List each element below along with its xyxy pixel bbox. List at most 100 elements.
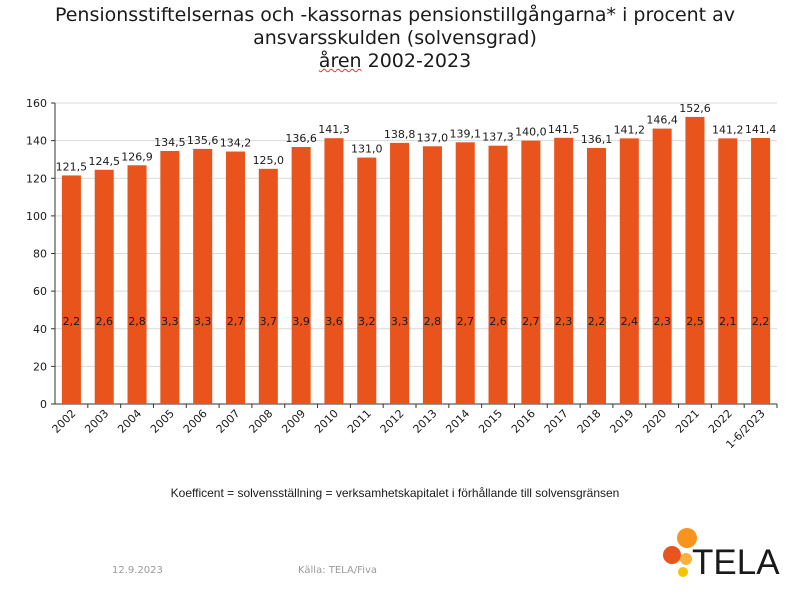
x-tick-label: 2009 [279,407,308,436]
bar [554,137,574,404]
bar-value-label: 146,4 [646,114,678,127]
bar-value-label: 125,0 [253,154,285,167]
coefficient-label: 3,3 [161,315,179,328]
x-tick-label: 2018 [575,407,604,436]
x-tick-label: 2006 [181,407,210,436]
coefficient-label: 3,7 [260,315,278,328]
coefficient-label: 2,7 [227,315,245,328]
x-tick-label: 2005 [148,407,177,436]
title-line-2: ansvarsskulden (solvensgrad) [253,27,537,49]
x-tick-label: 2013 [411,407,440,436]
bar-value-label: 136,1 [581,133,613,146]
bar-value-label: 124,5 [88,155,120,168]
coefficient-label: 2,1 [719,315,737,328]
bar [685,116,705,404]
y-tick-label: 0 [40,398,47,411]
x-tick-label: 2014 [443,407,472,436]
chart-title: Pensionsstiftelsernas och -kassornas pen… [0,4,790,73]
data-labels: 121,5 2,2 124,5 2,6 126,9 2,8 134,5 3,3 135,6 3,3… [56,102,777,328]
bar-value-label: 126,9 [121,150,153,163]
title-line-3: åren 2002-2023 [0,50,790,73]
bar-value-label: 134,5 [154,136,186,149]
coefficient-label: 2,6 [489,315,507,328]
bar [193,148,213,404]
coefficient-label: 3,3 [194,315,212,328]
coefficient-label: 2,5 [686,315,704,328]
coefficient-label: 2,7 [456,315,474,328]
coefficient-label: 2,6 [95,315,113,328]
bar-value-label: 152,6 [679,102,711,115]
bar-value-label: 140,0 [515,126,547,139]
bar [521,140,541,404]
tela-logo: TELA [662,527,780,583]
bar [455,142,475,405]
bar [127,165,147,404]
footer-source: Källa: TELA/Fiva [298,565,378,576]
logo-dot-yellow [678,567,688,577]
bar-value-label: 141,4 [745,123,777,136]
y-tick-label: 100 [26,210,47,223]
coefficient-label: 3,2 [358,315,376,328]
x-tick-label: 2010 [312,407,341,436]
coefficient-label: 2,2 [752,315,770,328]
bar-value-label: 141,2 [614,123,646,136]
coefficient-label: 2,2 [588,315,606,328]
bar [324,138,344,404]
x-tick-label: 2002 [50,407,79,436]
x-tick-label: 2015 [476,407,505,436]
bar-value-label: 135,6 [187,134,219,147]
bar [586,147,607,405]
bar [94,169,114,404]
title-line-1: Pensionsstiftelsernas och -kassornas pen… [54,4,736,26]
coefficient-label: 2,3 [555,315,573,328]
coefficient-label: 2,7 [522,315,540,328]
bar-value-label: 121,5 [56,160,88,173]
bar-value-label: 131,0 [351,143,383,156]
y-tick-label: 60 [33,285,47,298]
bar-value-label: 141,5 [548,123,580,136]
bar [619,138,639,404]
x-tick-labels: 2002 2003 2004 2005 2006 2007 2008 2009 2010 2011… [50,407,768,451]
coefficient-label: 2,8 [128,315,146,328]
bar [422,146,442,405]
bar-chart: 121,5 2,2 124,5 2,6 126,9 2,8 134,5 3,3 135,6 3,3… [26,97,778,451]
coefficient-label: 2,3 [653,315,671,328]
x-tick-label: 2008 [246,407,275,436]
footer-date: 12.9.2023 [112,565,163,576]
bar [357,157,377,404]
bar-value-label: 138,8 [384,128,416,141]
bar-value-label: 141,2 [712,123,744,136]
bar-value-label: 137,0 [417,131,449,144]
bar-value-label: 139,1 [449,127,481,140]
x-tick-label: 2007 [214,407,243,436]
coefficient-label: 2,8 [424,315,442,328]
coefficient-label: 3,6 [325,315,343,328]
bar [718,138,738,404]
x-tick-label: 2021 [673,407,702,436]
y-tick-label: 20 [33,360,47,373]
bar [160,150,180,404]
x-tick-label: 2003 [82,407,111,436]
title-word-aren: åren [318,50,362,72]
y-tick-labels: 0 20 40 60 80 100 120 140 160 [26,97,47,411]
coefficient-label: 3,9 [292,315,310,328]
x-tick-label: 2004 [115,407,144,436]
title-years: 2002-2023 [361,50,472,72]
bar-value-label: 136,6 [285,132,317,145]
logo-dot-orange [677,528,697,548]
bar-value-label: 134,2 [220,137,252,150]
bar [291,147,311,405]
bar [61,175,81,404]
bar [390,142,410,404]
y-tick-label: 140 [26,135,47,148]
bar [225,151,246,404]
coefficient-label: 2,4 [621,315,639,328]
y-tick-label: 40 [33,323,47,336]
bar [258,168,278,404]
tela-logo-text: TELA [692,543,780,582]
x-tick-label: 2016 [509,407,538,436]
bar [751,137,771,404]
y-tick-label: 160 [26,97,47,110]
bar [488,145,508,404]
bars [61,116,771,405]
